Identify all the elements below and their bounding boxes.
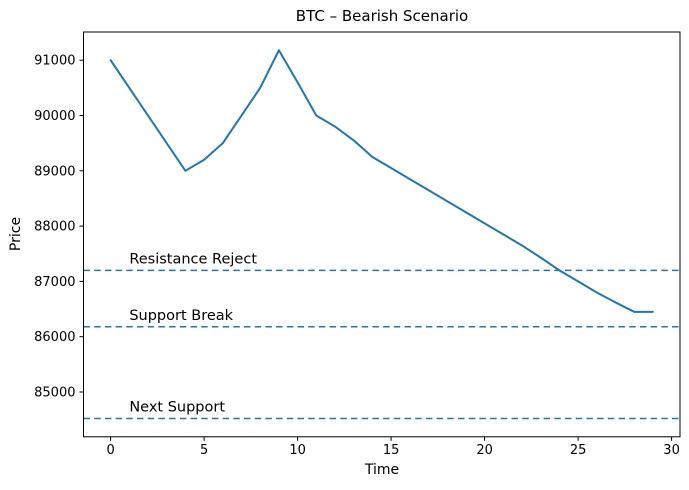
x-tick-label: 10 [289, 443, 306, 458]
x-axis-label: Time [364, 462, 400, 478]
y-tick-label: 88000 [34, 220, 75, 235]
plot-border [83, 31, 681, 438]
y-tick-label: 89000 [34, 164, 75, 179]
chart-title: BTC – Bearish Scenario [295, 7, 469, 25]
y-tick-label: 85000 [34, 386, 75, 401]
y-tick-label: 86000 [34, 330, 75, 345]
y-tick-label: 91000 [34, 54, 75, 69]
x-tick-label: 25 [570, 443, 587, 458]
hline-label-support-break: Support Break [129, 308, 233, 324]
x-tick-label: 30 [663, 443, 680, 458]
price-line [109, 49, 654, 313]
x-tick-label: 0 [106, 443, 114, 458]
x-tick-label: 20 [476, 443, 493, 458]
y-axis-label: Price [8, 216, 24, 252]
x-tick-label: 5 [200, 443, 208, 458]
y-tick-label: 90000 [34, 109, 75, 124]
x-tick-label: 15 [383, 443, 400, 458]
y-tick-label: 87000 [34, 275, 75, 290]
hline-label-resistance-reject: Resistance Reject [129, 251, 257, 267]
hline-label-next-support: Next Support [129, 400, 225, 416]
